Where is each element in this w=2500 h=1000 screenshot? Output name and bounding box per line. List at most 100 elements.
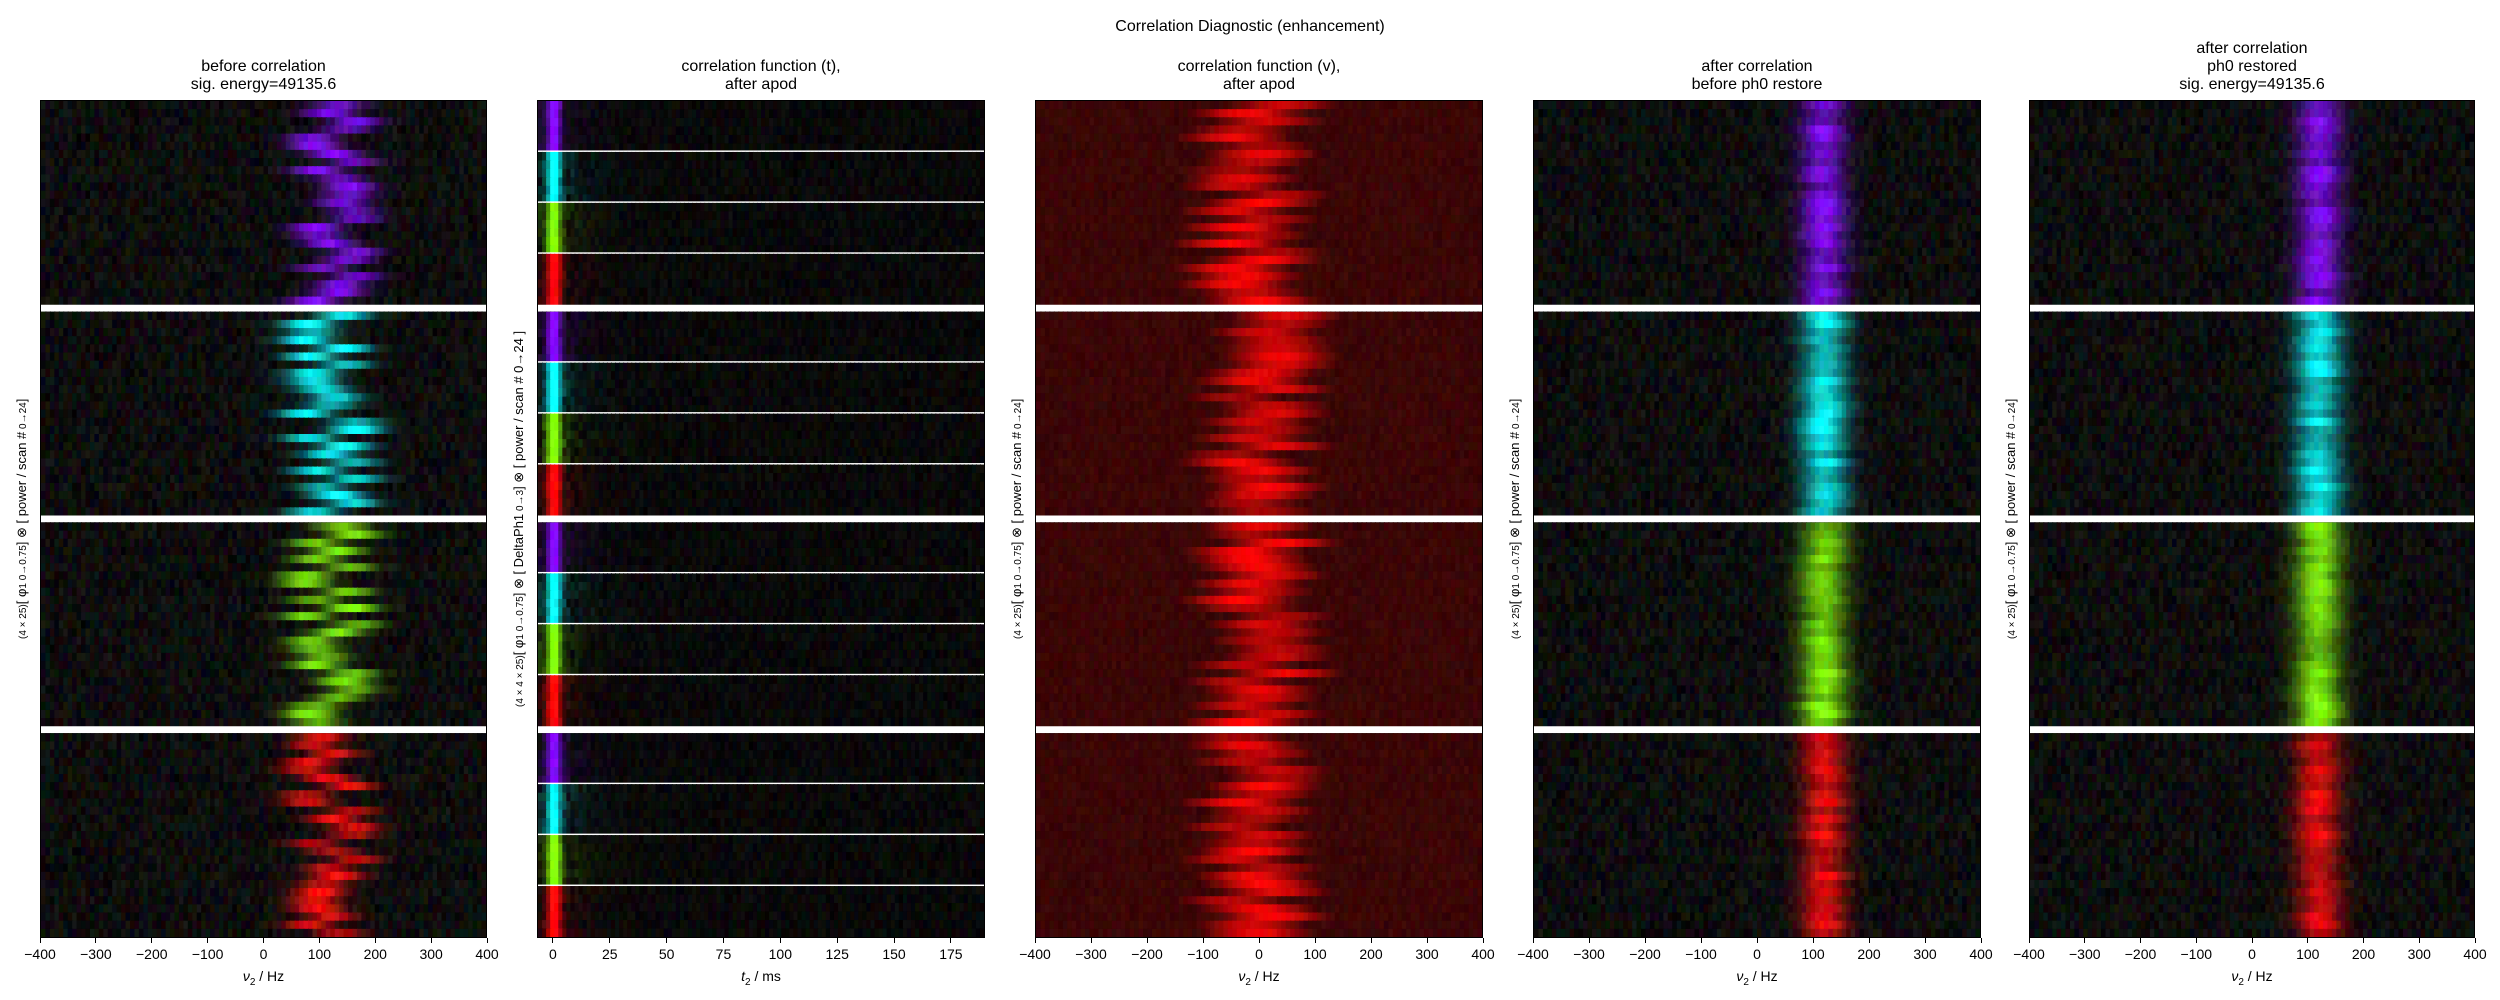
x-tick-mark	[39, 938, 41, 943]
x-tick-mark	[779, 938, 781, 943]
x-tick-label: −200	[135, 946, 168, 962]
x-tick-label: 25	[601, 946, 618, 962]
x-axis-label: ν2 / Hz	[243, 968, 284, 988]
x-axis-unit: / Hz	[2243, 968, 2273, 984]
x-axis-sub: 2	[1245, 976, 1251, 988]
x-tick-label: 400	[1471, 946, 1495, 962]
y-axis-sub1: 1 0→0.75	[1013, 545, 1024, 589]
x-tick-mark	[1700, 938, 1702, 943]
x-tick-mark	[836, 938, 838, 943]
x-tick-mark	[1812, 938, 1814, 943]
y-axis-label: (4 × 25)[ φ1 0→0.75] ⊗ [ power / scan # …	[1507, 399, 1523, 639]
x-tick-label: 100	[307, 946, 332, 962]
x-tick-mark	[1482, 938, 1484, 943]
x-axis-sub: 2	[249, 976, 256, 988]
x-axis-unit: / Hz	[1748, 968, 1778, 984]
x-tick-mark	[2474, 938, 2476, 943]
subplot-title: before correlation sig. energy=49135.6	[190, 58, 337, 93]
x-tick-label: 100	[1801, 946, 1825, 962]
x-tick-label: 200	[363, 946, 387, 962]
x-tick-mark	[1756, 938, 1758, 943]
x-tick-label: 200	[1359, 946, 1383, 962]
x-tick-label: 150	[882, 946, 906, 962]
y-axis-label: (4 × 25)[ φ1 0→0.75] ⊗ [ power / scan # …	[1009, 399, 1025, 639]
x-axis-var: ν	[1736, 968, 1744, 984]
x-tick-label: −400	[2013, 946, 2045, 962]
subplot-title: correlation function (v), after apod	[1177, 58, 1341, 93]
x-tick-mark	[2363, 938, 2364, 943]
x-axis-unit: / ms	[750, 968, 781, 984]
heatmap-image	[41, 101, 486, 937]
y-axis-main: [ φ	[1507, 588, 1522, 605]
x-tick-label: −300	[1075, 946, 1107, 962]
x-tick-label: −100	[1187, 946, 1219, 962]
x-tick-label: 0	[2248, 946, 2256, 962]
x-tick-mark	[318, 938, 320, 943]
x-tick-mark	[1644, 938, 1646, 943]
y-axis-sub1: 1 0→0.75	[18, 545, 29, 589]
y-axis-label: (4 × 4 × 25)[ φ1 0→0.75] ⊗ [ DeltaPh1 0→…	[511, 331, 527, 707]
x-tick-mark	[1588, 938, 1590, 943]
y-axis-end: ]	[14, 398, 29, 403]
y-axis-main: [ φ	[2003, 588, 2018, 605]
x-tick-mark	[1034, 938, 1036, 943]
x-axis-unit: / Hz	[1250, 968, 1280, 984]
x-axis-sub: 2	[744, 976, 751, 988]
y-axis-end: ]	[2003, 398, 2018, 403]
y-axis-prefix: (4 × 25)	[2007, 604, 2018, 639]
y-axis-end: ] ⊗ [ power / scan # 0→24 ]	[511, 330, 526, 490]
x-tick-label: 400	[475, 946, 499, 962]
x-tick-label: 175	[939, 946, 963, 962]
x-tick-label: 100	[768, 946, 793, 962]
y-axis-sub2: 0→24	[18, 402, 29, 432]
y-axis-mid: ] ⊗ [ power / scan #	[2003, 431, 2018, 546]
subplot-title: after correlation ph0 restored sig. ener…	[2179, 40, 2325, 93]
y-axis-sub2: 0→24	[2007, 402, 2018, 432]
y-axis-prefix: (4 × 25)	[1511, 604, 1522, 639]
heatmap-plot-area	[2029, 100, 2475, 938]
x-tick-mark	[950, 938, 952, 943]
y-axis-label: (4 × 25)[ φ1 0→0.75] ⊗ [ power / scan # …	[2003, 399, 2019, 639]
x-tick-mark	[151, 938, 153, 943]
x-tick-label: 400	[1969, 946, 1993, 962]
x-tick-mark	[374, 938, 376, 943]
y-axis-mid: ] ⊗ [ power / scan #	[1507, 431, 1522, 546]
figure-suptitle: Correlation Diagnostic (enhancement)	[1115, 18, 1385, 35]
x-tick-mark	[1258, 938, 1260, 943]
x-tick-label: −300	[1573, 946, 1605, 962]
x-axis-sub: 2	[1743, 976, 1749, 988]
x-tick-mark	[1090, 938, 1092, 943]
heatmap-image	[1036, 101, 1482, 937]
x-tick-label: 125	[825, 946, 849, 962]
y-axis-main: [ φ	[14, 588, 29, 605]
x-tick-mark	[609, 938, 611, 943]
y-axis-sub1: 1 0→0.75	[2007, 545, 2018, 589]
x-tick-mark	[893, 938, 895, 943]
x-tick-mark	[95, 938, 97, 943]
x-tick-mark	[2084, 938, 2086, 943]
x-tick-mark	[1202, 938, 1204, 943]
x-tick-label: 0	[549, 946, 557, 962]
y-axis-main: [ φ	[511, 639, 526, 656]
y-axis-sub1: 1 0→0.75	[1511, 545, 1522, 589]
x-tick-mark	[2307, 938, 2309, 943]
x-tick-label: −200	[2124, 946, 2157, 962]
x-tick-label: −200	[1629, 946, 1661, 962]
heatmap-plot-area	[1533, 100, 1981, 938]
x-tick-label: 0	[1753, 946, 1761, 962]
y-axis-main: [ φ	[1009, 588, 1024, 605]
x-tick-label: −400	[1019, 946, 1051, 962]
x-tick-label: 0	[259, 946, 268, 962]
x-tick-mark	[2028, 938, 2030, 943]
x-tick-mark	[1426, 938, 1428, 943]
x-axis-label: t2 / ms	[741, 968, 781, 988]
x-axis-var: ν	[1238, 968, 1246, 984]
x-tick-label: 300	[1415, 946, 1439, 962]
y-axis-end: ]	[1507, 398, 1522, 403]
x-axis-var: t	[741, 968, 745, 984]
heatmap-plot-area	[1035, 100, 1483, 938]
x-tick-label: 0	[1255, 946, 1263, 962]
y-axis-sub2: 0→24	[1511, 402, 1522, 432]
x-tick-label: −400	[1517, 946, 1549, 962]
x-tick-mark	[430, 938, 432, 943]
